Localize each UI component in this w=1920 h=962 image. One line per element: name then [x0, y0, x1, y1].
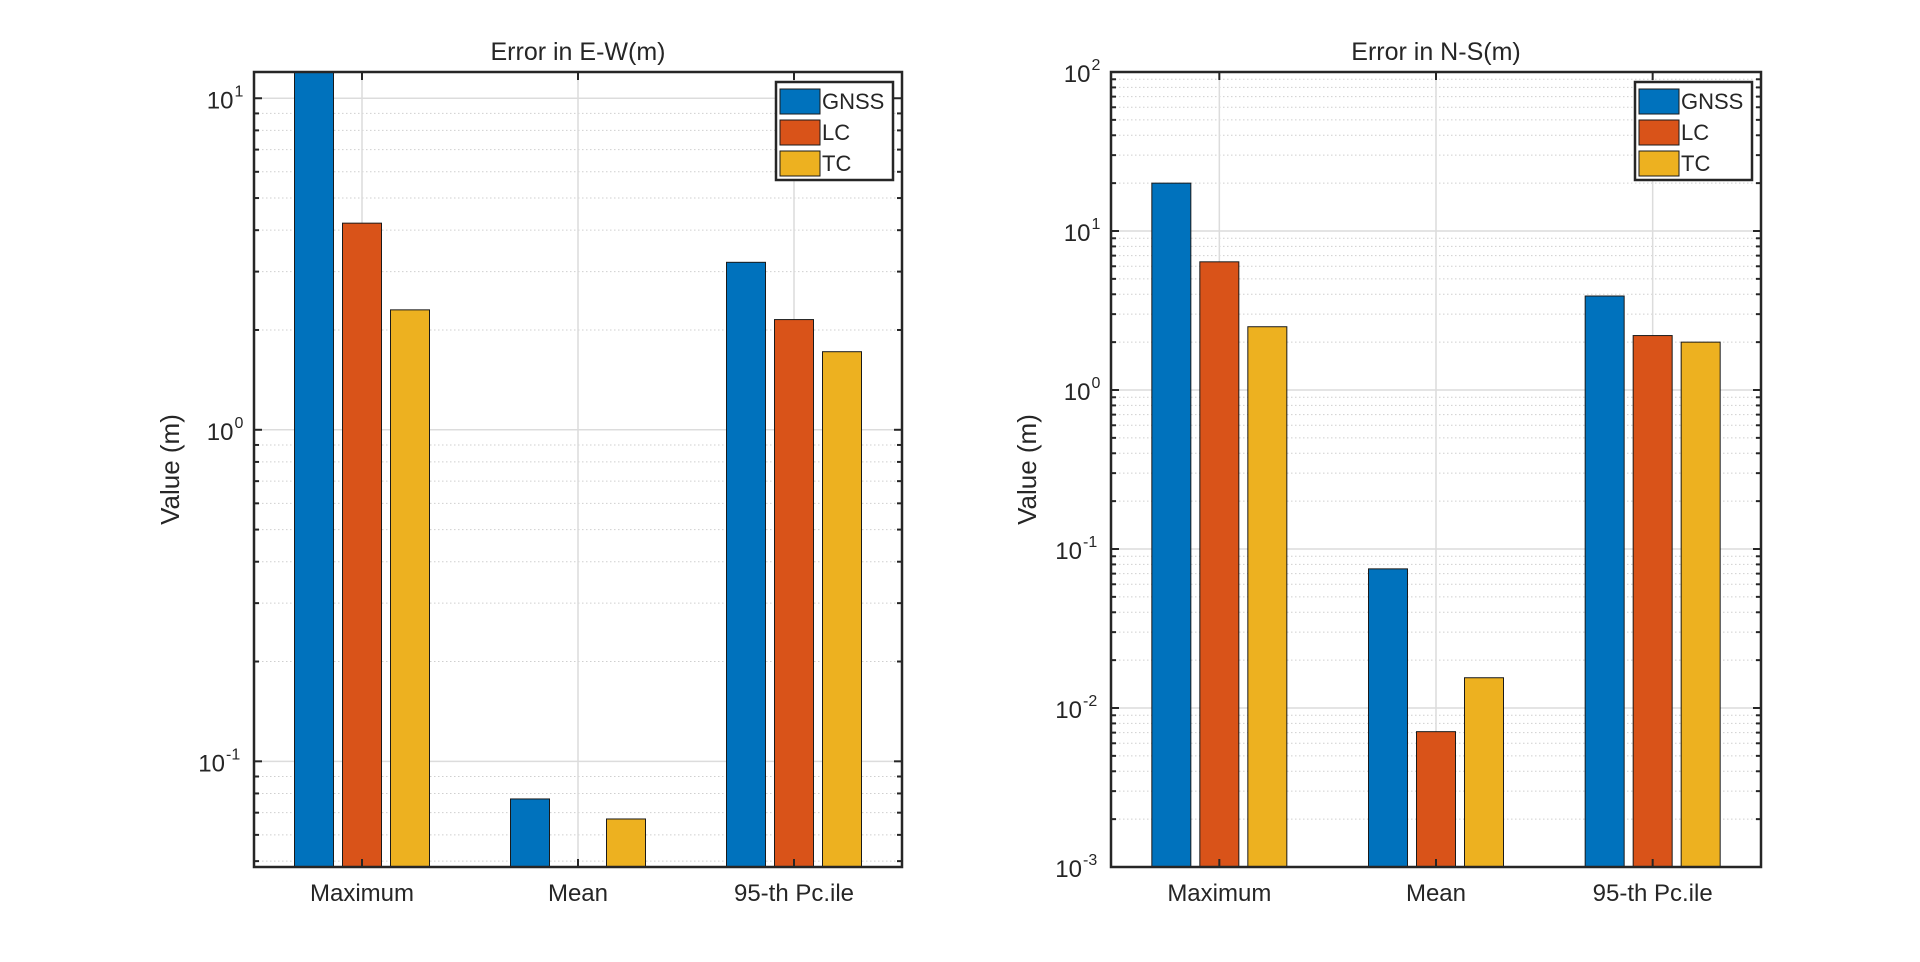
legend: GNSS LC TC: [1633, 80, 1754, 182]
bar-gnss: [726, 261, 766, 868]
y-tick-label: 10 -1: [1055, 534, 1097, 565]
bar-gnss: [1368, 568, 1408, 868]
bar-tc: [1247, 326, 1288, 868]
y-tick-label-exponent: 1: [235, 83, 244, 100]
x-tick-label: Mean: [548, 880, 608, 907]
bar-gnss: [294, 71, 334, 868]
legend-swatch: [1638, 119, 1680, 146]
bar-lc: [342, 222, 382, 868]
x-tick-label: 95-th Pc.ile: [1593, 880, 1713, 907]
y-tick-label: 10 1: [1064, 216, 1101, 247]
bar-lc: [1632, 335, 1673, 868]
bar-lc: [1199, 261, 1240, 868]
y-tick-label-base: 10: [1064, 379, 1091, 406]
legend-label: TC: [1681, 151, 1710, 176]
chart-title: Error in E-W(m): [491, 38, 666, 66]
legend-swatch: [779, 88, 821, 115]
y-tick-label-base: 10: [1064, 61, 1091, 88]
legend-swatch: [1638, 150, 1680, 177]
x-tick-label: Maximum: [310, 880, 414, 907]
y-tick-label: 10 1: [207, 83, 244, 114]
legend: GNSS LC TC: [774, 80, 895, 182]
y-axis-label: Value (m): [1012, 414, 1042, 525]
chart-title: Error in N-S(m): [1351, 38, 1520, 66]
y-tick-label-base: 10: [1064, 220, 1091, 247]
bars: [1151, 182, 1721, 868]
y-tick-label-exponent: -1: [226, 746, 240, 763]
y-tick-label-base: 10: [198, 750, 225, 777]
y-tick-label-base: 10: [1055, 538, 1082, 565]
bar-tc: [822, 351, 862, 868]
y-tick-label-base: 10: [1055, 856, 1082, 883]
y-tick-label-base: 10: [207, 87, 234, 114]
y-tick-label: 10 2: [1064, 57, 1101, 88]
x-tick-label: Maximum: [1167, 880, 1271, 907]
legend-label: GNSS: [822, 89, 884, 114]
y-tick-label: 10 0: [1064, 375, 1101, 406]
legend-label: LC: [1681, 120, 1709, 145]
x-tick-label: Mean: [1406, 880, 1466, 907]
bar-tc: [390, 309, 430, 868]
bar-lc: [774, 319, 814, 868]
y-tick-label-exponent: 2: [1092, 57, 1101, 74]
y-tick-label-exponent: -3: [1083, 852, 1097, 869]
y-tick-label-exponent: 0: [235, 415, 244, 432]
bars: [294, 71, 862, 868]
legend-label: GNSS: [1681, 89, 1743, 114]
legend-swatch: [1638, 88, 1680, 115]
y-tick-label-exponent: -2: [1083, 693, 1097, 710]
bar-tc: [1464, 677, 1504, 868]
bar-gnss: [510, 798, 550, 868]
bar-tc: [606, 818, 646, 868]
y-tick-label: 10 0: [207, 415, 244, 446]
y-tick-label-base: 10: [1055, 697, 1082, 724]
bar-lc: [1416, 731, 1456, 868]
bar-tc: [1680, 341, 1721, 868]
y-tick-label-exponent: 1: [1092, 216, 1101, 233]
legend-swatch: [779, 150, 821, 177]
y-tick-label: 10 -3: [1055, 852, 1097, 883]
legend-label: LC: [822, 120, 850, 145]
legend-label: TC: [822, 151, 851, 176]
legend-swatch: [779, 119, 821, 146]
y-tick-label: 10 -1: [198, 746, 240, 777]
bar-gnss: [1584, 295, 1625, 868]
y-tick-label: 10 -2: [1055, 693, 1097, 724]
y-axis-label: Value (m): [155, 414, 185, 525]
tick-marks: [1111, 71, 1761, 868]
bar-gnss: [1151, 182, 1192, 868]
y-tick-label-exponent: -1: [1083, 534, 1097, 551]
y-tick-label-exponent: 0: [1092, 375, 1101, 392]
tick-marks: [254, 72, 902, 867]
x-tick-label: 95-th Pc.ile: [734, 880, 854, 907]
y-tick-label-base: 10: [207, 419, 234, 446]
